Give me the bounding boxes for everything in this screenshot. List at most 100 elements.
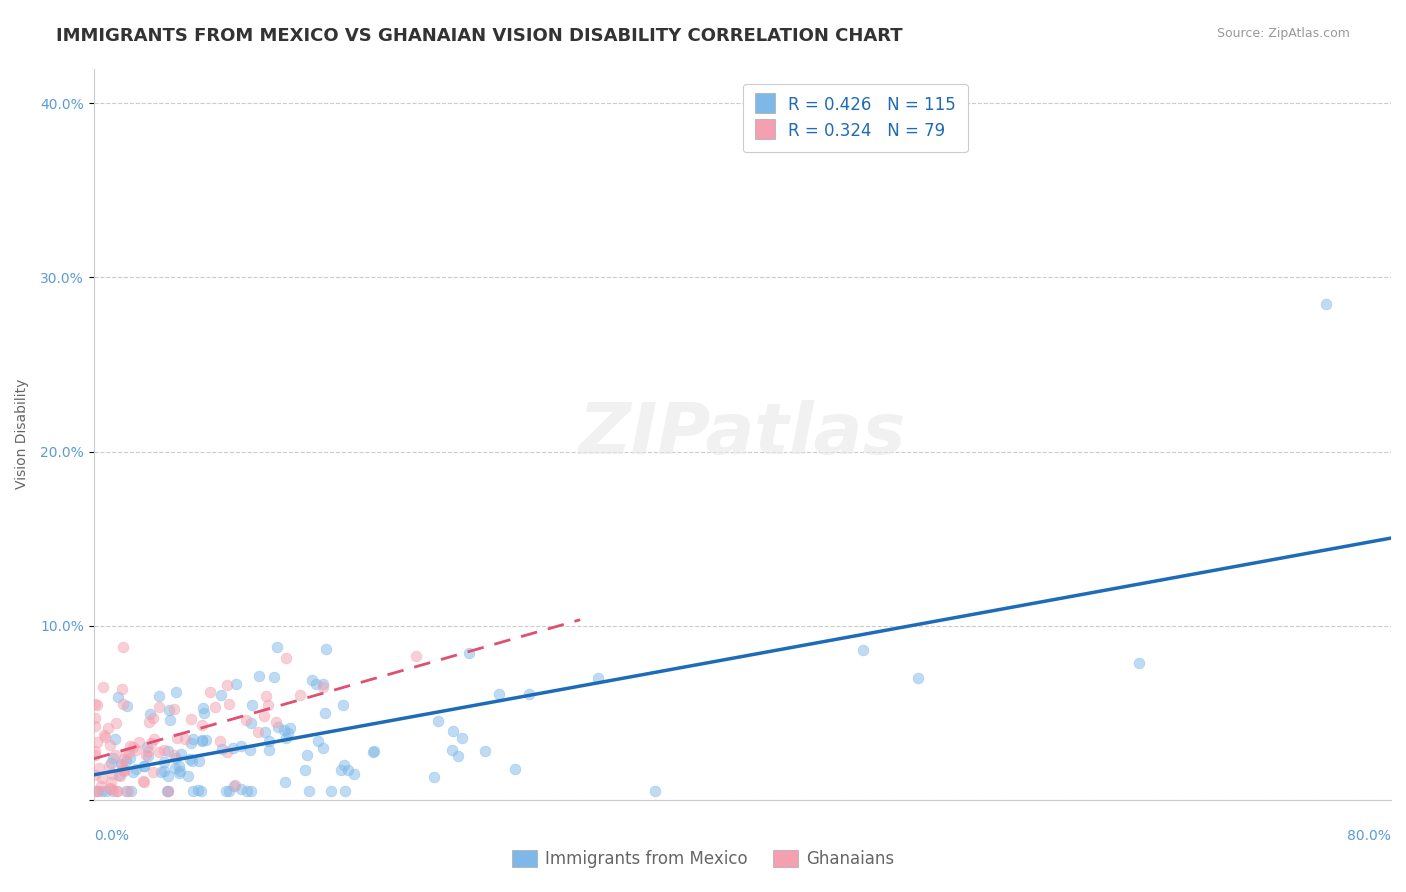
Point [177, 769, 200, 783]
Point [305, 677, 328, 691]
Point [181, 754, 204, 768]
Text: Source: ZipAtlas.com: Source: ZipAtlas.com [1216, 27, 1350, 40]
Legend: Immigrants from Mexico, Ghanaians: Immigrants from Mexico, Ghanaians [505, 843, 901, 875]
Point [190, 784, 212, 798]
Point [136, 743, 159, 757]
Point [125, 742, 148, 756]
Point [191, 717, 214, 731]
Point [321, 784, 343, 798]
Point [274, 731, 297, 745]
Point [141, 736, 163, 750]
Point [257, 698, 280, 713]
Point [217, 678, 239, 692]
Point [441, 724, 464, 739]
Point [426, 714, 449, 728]
Point [405, 649, 427, 664]
Point [235, 714, 257, 728]
Point [274, 651, 297, 665]
Point [851, 643, 873, 657]
Point [195, 732, 218, 747]
Point [330, 763, 353, 777]
Point [156, 784, 179, 798]
Point [165, 761, 187, 775]
Point [165, 685, 187, 699]
Point [84, 784, 107, 798]
Point [312, 680, 335, 694]
Point [218, 784, 240, 798]
Point [94, 784, 117, 798]
Text: IMMIGRANTS FROM MEXICO VS GHANAIAN VISION DISABILITY CORRELATION CHART: IMMIGRANTS FROM MEXICO VS GHANAIAN VISIO… [56, 27, 903, 45]
Point [301, 673, 323, 688]
Point [105, 784, 128, 798]
Point [103, 751, 125, 765]
Point [120, 751, 142, 765]
Point [297, 747, 319, 762]
Point [121, 740, 143, 755]
Point [173, 731, 195, 746]
Point [98, 739, 121, 753]
Point [277, 725, 299, 739]
Point [224, 778, 246, 792]
Point [215, 784, 238, 798]
Point [112, 763, 135, 777]
Point [333, 784, 356, 798]
Point [105, 716, 128, 731]
Point [115, 784, 138, 798]
Point [240, 784, 263, 798]
Point [117, 784, 139, 798]
Point [180, 712, 202, 726]
Point [104, 732, 127, 747]
Point [170, 747, 193, 761]
Point [114, 754, 136, 768]
Point [209, 688, 232, 702]
Point [363, 745, 385, 759]
Point [86, 698, 108, 712]
Point [193, 701, 215, 715]
Point [114, 746, 136, 760]
Point [167, 765, 190, 780]
Point [264, 715, 287, 730]
Point [150, 764, 173, 779]
Point [157, 703, 180, 717]
Point [84, 718, 107, 732]
Point [105, 784, 128, 798]
Point [181, 784, 204, 798]
Point [148, 700, 170, 714]
Point [111, 758, 134, 772]
Point [218, 698, 240, 712]
Point [138, 715, 160, 730]
Y-axis label: Vision Disability: Vision Disability [15, 379, 30, 490]
Point [332, 698, 354, 712]
Point [100, 775, 122, 789]
Point [132, 774, 155, 789]
Point [447, 748, 470, 763]
Point [263, 670, 285, 684]
Point [169, 764, 191, 779]
Point [153, 755, 176, 769]
Point [84, 748, 107, 763]
Point [1315, 296, 1337, 310]
Point [111, 640, 134, 654]
Point [336, 764, 359, 778]
Point [215, 745, 238, 759]
Point [156, 784, 179, 798]
Point [104, 748, 127, 763]
Text: 80.0%: 80.0% [1347, 829, 1391, 843]
Point [86, 735, 108, 749]
Point [100, 782, 122, 797]
Point [97, 722, 120, 736]
Point [112, 752, 135, 766]
Point [204, 699, 226, 714]
Point [94, 730, 117, 744]
Point [91, 771, 114, 785]
Point [134, 759, 156, 773]
Text: 0.0%: 0.0% [94, 829, 129, 843]
Point [112, 764, 135, 778]
Point [110, 769, 132, 783]
Point [143, 731, 166, 746]
Point [488, 687, 510, 701]
Point [148, 690, 170, 704]
Point [190, 733, 212, 747]
Point [157, 769, 180, 783]
Point [312, 741, 335, 756]
